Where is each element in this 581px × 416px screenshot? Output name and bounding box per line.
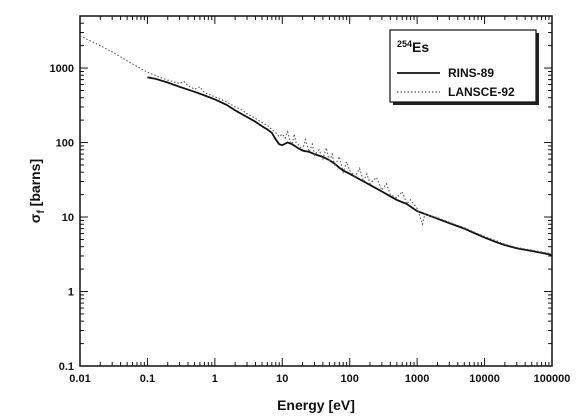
y-axis-title-subscript: f <box>36 210 47 214</box>
y-axis-title: σf [barns] <box>27 159 47 223</box>
y-tick-label: 0.1 <box>59 361 74 373</box>
x-tick-label: 10000 <box>469 373 500 385</box>
y-axis-title-symbol: σ <box>27 213 43 223</box>
x-tick-label: 100000 <box>534 373 571 385</box>
series-line-rins-89 <box>147 76 553 256</box>
y-tick-label: 10 <box>62 212 74 224</box>
y-tick-label: 100 <box>56 138 74 150</box>
legend-title: 254Es <box>397 39 429 55</box>
y-axis-title-unit: [barns] <box>27 159 43 210</box>
legend: 254Es RINS-89 LANSCE-92 <box>389 29 539 105</box>
x-tick-label: 100 <box>341 373 359 385</box>
y-tick-label: 1000 <box>50 63 74 75</box>
y-axis-tick-labels: 0.1 1 10 100 1000 <box>50 63 74 373</box>
series-line-lansce-92 <box>79 35 553 255</box>
x-axis-title: Energy [eV] <box>277 397 355 413</box>
legend-box <box>389 29 537 103</box>
x-axis-tick-labels: 0.01 0.1 1 10 100 1000 10000 100000 <box>69 373 570 385</box>
legend-label-lansce-92: LANSCE-92 <box>448 85 515 99</box>
x-tick-label: 1000 <box>405 373 429 385</box>
legend-title-superscript: 254 <box>397 39 412 49</box>
x-tick-label: 0.01 <box>69 373 90 385</box>
x-tick-label: 0.1 <box>140 373 155 385</box>
axis-ticks <box>79 15 552 367</box>
x-tick-label: 10 <box>276 373 288 385</box>
legend-label-rins-89: RINS-89 <box>448 66 494 80</box>
series-layer <box>79 35 553 256</box>
y-tick-label: 1 <box>68 287 74 299</box>
legend-title-element: Es <box>412 39 429 55</box>
x-tick-label: 1 <box>212 373 218 385</box>
plot-frame <box>79 15 553 367</box>
